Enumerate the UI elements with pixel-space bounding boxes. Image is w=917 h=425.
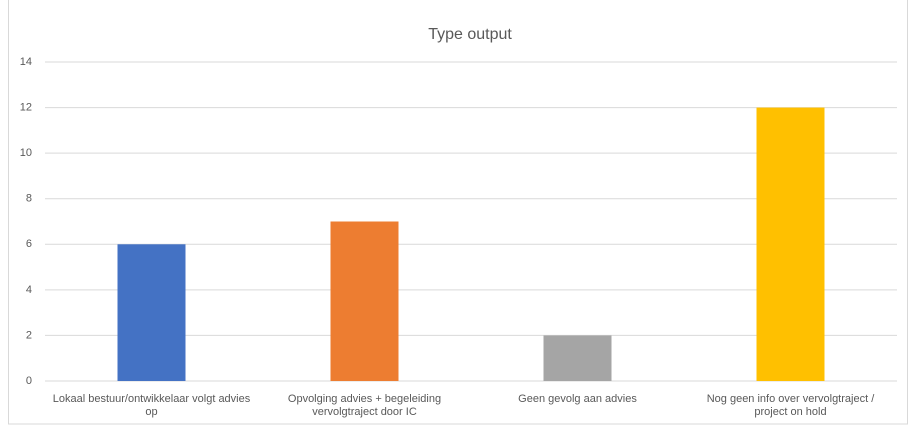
x-tick-label: Opvolging advies + begeleiding vervolgtr… — [287, 393, 442, 418]
y-tick-label: 6 — [26, 238, 32, 250]
bar — [117, 244, 186, 381]
chart-title: Type output — [428, 26, 512, 43]
y-tick-label: 12 — [20, 101, 32, 113]
x-tick-label: Nog geen info over vervolgtraject / proj… — [706, 393, 875, 418]
y-tick-label: 8 — [26, 193, 32, 205]
x-tick-label: Geen gevolg aan advies — [518, 393, 637, 405]
y-tick-label: 4 — [26, 284, 32, 296]
bar — [330, 221, 399, 381]
y-tick-label: 0 — [26, 375, 32, 387]
x-tick-label: Lokaal bestuur/ontwikkelaar volgt advies… — [52, 393, 251, 418]
chart-border — [8, 0, 908, 425]
bar — [756, 107, 825, 382]
bar — [543, 335, 612, 381]
y-tick-label: 14 — [20, 56, 32, 68]
y-tick-label: 2 — [26, 329, 32, 341]
y-tick-label: 10 — [20, 147, 32, 159]
